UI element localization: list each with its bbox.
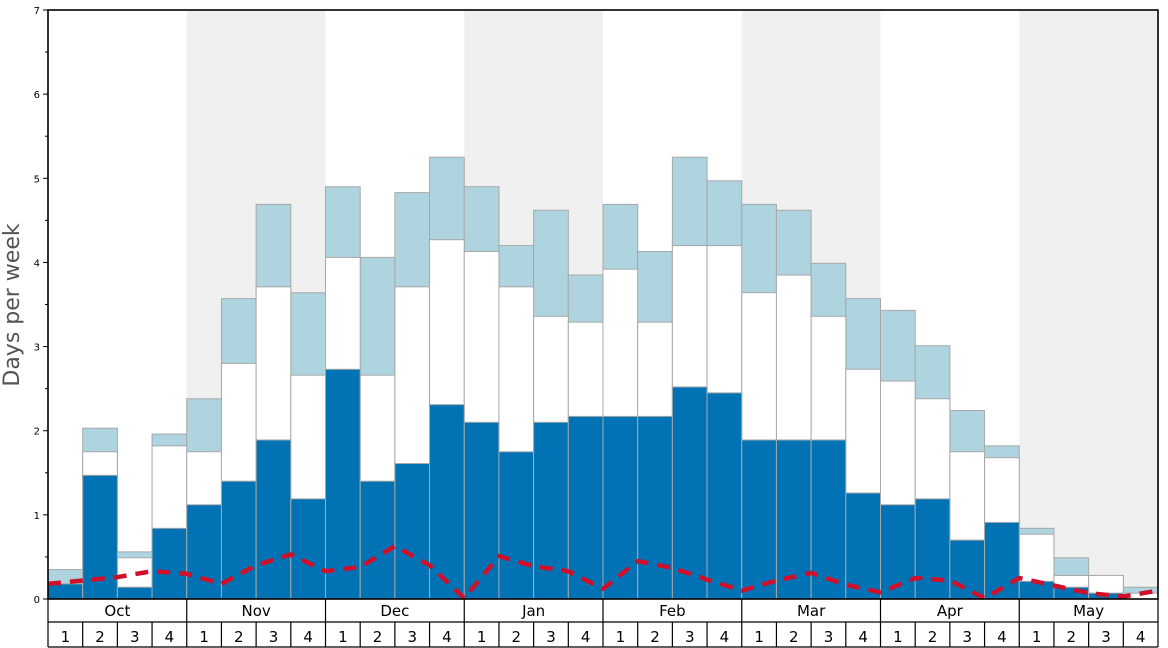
bar: [359, 480, 396, 600]
week-label: 3: [546, 628, 556, 646]
month-label: Oct: [104, 602, 130, 620]
month-label: Apr: [937, 602, 964, 620]
week-label: 1: [1032, 628, 1042, 646]
week-label: 1: [893, 628, 903, 646]
week-label: 1: [616, 628, 626, 646]
week-label: 4: [581, 628, 591, 646]
week-label: 4: [858, 628, 868, 646]
bar: [845, 492, 881, 600]
week-label: 2: [512, 628, 522, 646]
bar: [602, 415, 639, 600]
y-tick-label: 2: [34, 427, 40, 438]
trend-polyline: [47, 543, 1159, 601]
week-label: 3: [685, 628, 695, 646]
y-tick-label: 7: [34, 6, 40, 17]
week-label: 2: [1067, 628, 1077, 646]
week-label: 4: [442, 628, 452, 646]
month-label: Feb: [659, 602, 686, 620]
y-tick-label: 6: [34, 90, 40, 101]
week-label: 2: [928, 628, 938, 646]
week-label: 2: [234, 628, 244, 646]
bar: [325, 368, 361, 600]
bar: [186, 504, 222, 600]
bar: [949, 539, 986, 600]
y-tick-label: 4: [34, 258, 40, 269]
week-label: 1: [61, 628, 71, 646]
month-label: Dec: [380, 602, 409, 620]
bar: [706, 392, 743, 600]
month-label: May: [1073, 602, 1104, 620]
week-label: 4: [1136, 628, 1146, 646]
bar: [290, 498, 326, 600]
week-label: 2: [789, 628, 799, 646]
week-label: 4: [303, 628, 313, 646]
bars: [47, 156, 1159, 600]
week-label: 1: [477, 628, 487, 646]
plot-frame: [47, 9, 1159, 600]
week-label: 2: [650, 628, 660, 646]
week-label: 4: [997, 628, 1007, 646]
week-label: 3: [269, 628, 279, 646]
month-label: Mar: [797, 602, 826, 620]
month-label: Jan: [521, 602, 545, 620]
week-label: 3: [962, 628, 972, 646]
y-tick-label: 3: [34, 343, 40, 354]
week-label: 1: [338, 628, 348, 646]
month-shade-band: [1019, 10, 1158, 599]
y-tick-label: 0: [34, 595, 40, 606]
week-label: 3: [130, 628, 140, 646]
week-label: 4: [720, 628, 730, 646]
bar: [463, 421, 500, 600]
y-tick-label: 1: [34, 511, 40, 522]
bar: [671, 386, 708, 600]
bar: [394, 463, 431, 600]
y-axis-label: Days per week: [0, 223, 25, 386]
week-label: 3: [1101, 628, 1111, 646]
week-label: 1: [754, 628, 764, 646]
bar: [741, 439, 777, 600]
bar: [116, 586, 153, 600]
y-tick-label: 5: [34, 174, 40, 185]
bar: [255, 439, 292, 600]
bar: [151, 527, 188, 600]
week-label: 3: [824, 628, 834, 646]
bar: [498, 451, 535, 600]
week-label: 4: [165, 628, 175, 646]
trend-line: [47, 543, 1159, 601]
week-label: 2: [95, 628, 105, 646]
week-label: 1: [199, 628, 209, 646]
x-axis: Oct Nov Dec Jan Feb Mar Apr May 1 2 3 4 1 2 3 4 1 2 3 4 1 2 3 4…: [47, 599, 1159, 648]
bar: [914, 498, 951, 600]
bar: [47, 583, 84, 600]
month-label: Nov: [241, 602, 270, 620]
bar: [429, 404, 465, 600]
week-label: 3: [407, 628, 417, 646]
bar: [637, 415, 673, 600]
week-label: 2: [373, 628, 383, 646]
y-axis: 0 1 2 3 4 5 6 7: [34, 6, 48, 606]
